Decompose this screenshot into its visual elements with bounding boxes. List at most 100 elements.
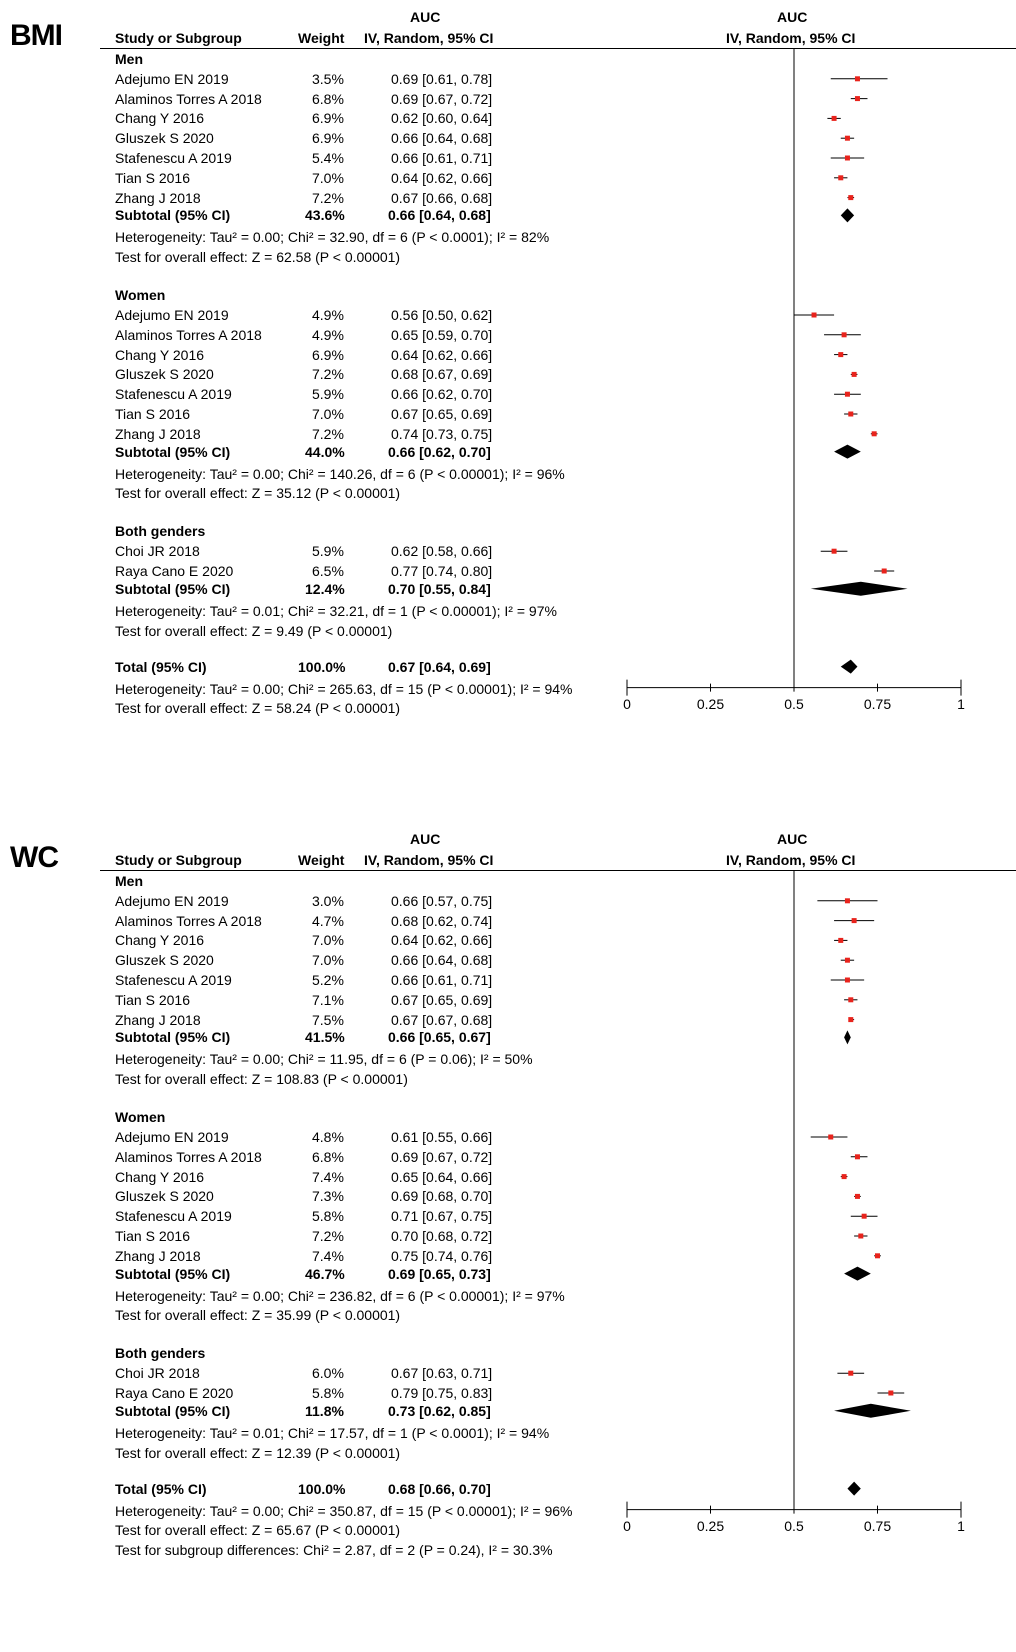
study-point-estimate <box>844 898 850 904</box>
study-name: Stafenescu A 2019 <box>115 150 232 166</box>
study-point-estimate <box>854 1193 860 1199</box>
study-weight: 5.8% <box>312 1208 344 1225</box>
study-weight: 6.8% <box>312 90 344 107</box>
study-name: Chang Y 2016 <box>115 932 205 949</box>
study-name: Chang Y 2016 <box>115 346 205 363</box>
study-weight: 6.9% <box>312 110 344 127</box>
study-name: Adejumo EN 2019 <box>115 70 229 87</box>
study-auc-ci: 0.67 [0.63, 0.71] <box>391 1365 493 1382</box>
study-point-estimate <box>871 431 877 437</box>
study-weight: 7.2% <box>312 189 344 206</box>
plot-method-header: IV, Random, 95% CI <box>726 852 856 868</box>
study-point-estimate <box>851 371 857 377</box>
study-point-estimate <box>811 312 817 318</box>
subtotal-label: Subtotal (95% CI) <box>115 443 231 460</box>
study-point-estimate <box>848 195 854 201</box>
study-name: Chang Y 2016 <box>115 110 205 127</box>
study-weight: 7.4% <box>312 1247 344 1264</box>
study-point-estimate <box>848 997 854 1003</box>
subgroup-differences-text: Test for subgroup differences: Chi² = 2.… <box>115 1542 553 1559</box>
x-tick-label: 1 <box>957 695 965 712</box>
study-auc-ci: 0.77 [0.74, 0.80] <box>391 563 493 579</box>
subtotal-label: Subtotal (95% CI) <box>115 1265 231 1282</box>
study-point-estimate <box>844 391 850 397</box>
study-point-estimate <box>854 1154 860 1160</box>
study-auc-ci: 0.75 [0.74, 0.76] <box>391 1247 493 1264</box>
study-weight: 7.2% <box>312 1228 344 1244</box>
study-name: Zhang J 2018 <box>115 425 201 442</box>
heterogeneity-text: Heterogeneity: Tau² = 0.01; Chi² = 17.57… <box>115 1424 550 1441</box>
subtotal-weight: 41.5% <box>305 1029 345 1046</box>
study-weight: 7.0% <box>312 952 344 969</box>
study-weight: 6.0% <box>312 1365 344 1382</box>
pooled-estimate-diamond <box>840 208 855 223</box>
study-weight: 6.5% <box>312 563 344 579</box>
study-point-estimate <box>844 135 850 141</box>
pooled-estimate-diamond <box>834 1403 911 1418</box>
study-name: Zhang J 2018 <box>115 1011 201 1028</box>
auc-column-top-header: AUC <box>410 9 441 25</box>
study-auc-ci: 0.69 [0.61, 0.78] <box>391 70 493 87</box>
study-weight: 3.0% <box>312 892 344 909</box>
study-weight: 7.5% <box>312 1011 344 1028</box>
study-weight: 6.9% <box>312 130 344 147</box>
study-point-estimate <box>848 1017 854 1023</box>
study-auc-ci: 0.68 [0.67, 0.69] <box>391 366 493 383</box>
subtotal-label: Subtotal (95% CI) <box>115 580 231 597</box>
study-auc-ci: 0.79 [0.75, 0.83] <box>391 1385 493 1401</box>
study-name: Gluszek S 2020 <box>115 952 214 969</box>
subtotal-auc-ci: 0.66 [0.62, 0.70] <box>388 443 491 460</box>
study-name: Adejumo EN 2019 <box>115 892 229 909</box>
x-tick-label: 0.5 <box>784 1517 804 1534</box>
x-tick-label: 0.75 <box>863 695 892 712</box>
subtotal-auc-ci: 0.70 [0.55, 0.84] <box>388 580 491 597</box>
study-weight: 7.0% <box>312 932 344 949</box>
total-overall-effect-text: Test for overall effect: Z = 65.67 (P < … <box>115 1522 401 1539</box>
heterogeneity-text: Heterogeneity: Tau² = 0.00; Chi² = 32.90… <box>115 229 550 246</box>
study-auc-ci: 0.66 [0.61, 0.71] <box>391 972 493 988</box>
study-weight: 4.7% <box>312 912 344 929</box>
study-point-estimate <box>848 411 854 417</box>
auc-column-top-header: AUC <box>410 831 441 847</box>
study-auc-ci: 0.64 [0.62, 0.66] <box>391 169 493 186</box>
subgroup-heading: Men <box>115 51 143 67</box>
study-auc-ci: 0.70 [0.68, 0.72] <box>391 1228 493 1244</box>
study-auc-ci: 0.61 [0.55, 0.66] <box>391 1129 493 1145</box>
study-auc-ci: 0.68 [0.62, 0.74] <box>391 912 493 929</box>
study-name: Stafenescu A 2019 <box>115 386 232 403</box>
study-weight: 7.1% <box>312 991 344 1008</box>
study-weight: 5.4% <box>312 150 344 166</box>
subgroup-heading: Women <box>115 1109 166 1126</box>
study-column-header: Study or Subgroup <box>115 852 242 868</box>
study-name: Zhang J 2018 <box>115 189 201 206</box>
study-weight: 5.8% <box>312 1385 344 1401</box>
heterogeneity-text: Heterogeneity: Tau² = 0.01; Chi² = 32.21… <box>115 602 557 619</box>
study-name: Tian S 2016 <box>115 406 190 422</box>
study-point-estimate <box>841 332 847 338</box>
pooled-estimate-diamond <box>844 1266 871 1281</box>
study-auc-ci: 0.69 [0.67, 0.72] <box>391 1148 493 1165</box>
study-weight: 7.0% <box>312 169 344 186</box>
study-weight: 3.5% <box>312 70 344 87</box>
subtotal-auc-ci: 0.69 [0.65, 0.73] <box>388 1265 491 1282</box>
study-weight: 4.8% <box>312 1129 344 1145</box>
pooled-estimate-diamond <box>810 581 908 596</box>
subgroup-heading: Men <box>115 873 143 889</box>
total-label: Total (95% CI) <box>115 1480 207 1497</box>
study-weight: 7.2% <box>312 425 344 442</box>
study-point-estimate <box>854 96 860 102</box>
x-tick-label: 1 <box>957 1517 965 1534</box>
study-name: Alaminos Torres A 2018 <box>115 1148 262 1165</box>
weight-column-header: Weight <box>298 30 345 46</box>
study-auc-ci: 0.65 [0.59, 0.70] <box>391 326 493 343</box>
study-name: Stafenescu A 2019 <box>115 1208 232 1225</box>
study-weight: 6.8% <box>312 1148 344 1165</box>
study-name: Tian S 2016 <box>115 1228 190 1244</box>
study-auc-ci: 0.67 [0.65, 0.69] <box>391 406 493 422</box>
study-point-estimate <box>828 1134 834 1140</box>
wc-forest-plot-panel: WC AUC AUC Study or Subgroup Weight IV, Rando… <box>0 822 1016 1652</box>
study-auc-ci: 0.65 [0.64, 0.66] <box>391 1168 493 1185</box>
study-name: Raya Cano E 2020 <box>115 563 234 579</box>
study-point-estimate <box>838 352 844 358</box>
heterogeneity-text: Heterogeneity: Tau² = 0.00; Chi² = 11.95… <box>115 1051 533 1068</box>
